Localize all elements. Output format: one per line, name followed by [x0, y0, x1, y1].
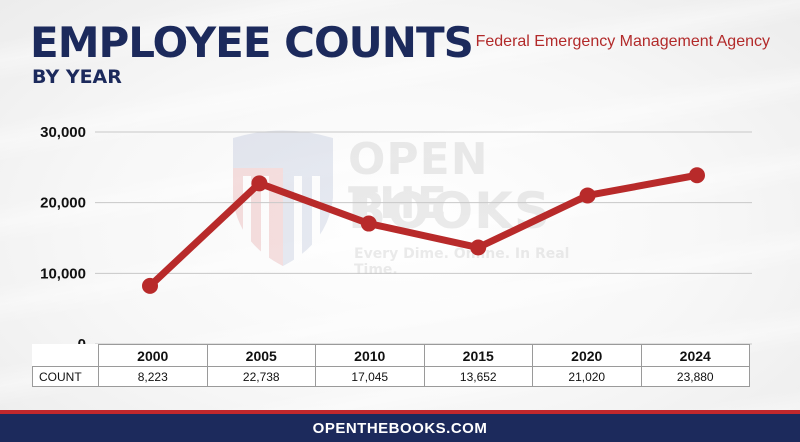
chart-subtitle: BY YEAR	[32, 66, 122, 88]
data-point	[689, 167, 705, 184]
table-cell: 21,020	[532, 366, 642, 387]
y-tick-label: 10,000	[40, 265, 86, 282]
data-point	[470, 239, 487, 256]
data-point	[251, 175, 268, 192]
table-cell: 8,223	[98, 366, 208, 387]
table-header-cell: 2024	[640, 344, 750, 367]
table-header-cell: 2000	[98, 344, 208, 367]
table-header-cell: 2015	[423, 344, 533, 367]
data-point	[142, 277, 158, 294]
series-line	[146, 171, 701, 290]
y-tick-label: 30,000	[40, 124, 86, 141]
table-cell: 23,880	[640, 366, 750, 387]
y-tick-label: 20,000	[40, 195, 86, 212]
data-point	[360, 215, 377, 232]
table-row-label: COUNT	[32, 366, 99, 387]
table-row: COUNT 8,223 22,738 17,045 13,652 21,020 …	[32, 366, 750, 387]
table-cell: 13,652	[423, 366, 533, 387]
table-header-cell: 2005	[206, 344, 316, 367]
table-header-row: 2000 2005 2010 2015 2020 2024	[32, 344, 750, 367]
table-header-cell: 2010	[315, 344, 425, 367]
footer-bar: OPENTHEBOOKS.COM	[0, 414, 800, 442]
table-header-cell: 2020	[532, 344, 642, 367]
series-count	[142, 167, 705, 294]
table-corner	[32, 344, 99, 367]
table-cell: 22,738	[206, 366, 316, 387]
footer-stripe	[0, 410, 800, 414]
table-cell: 17,045	[315, 366, 425, 387]
footer-url: OPENTHEBOOKS.COM	[312, 419, 488, 437]
data-point	[579, 187, 596, 204]
chart-title: EMPLOYEE COUNTS	[30, 18, 474, 67]
agency-name: Federal Emergency Management Agency	[475, 33, 770, 50]
data-table: 2000 2005 2010 2015 2020 2024 COUNT 8,22…	[32, 344, 750, 387]
